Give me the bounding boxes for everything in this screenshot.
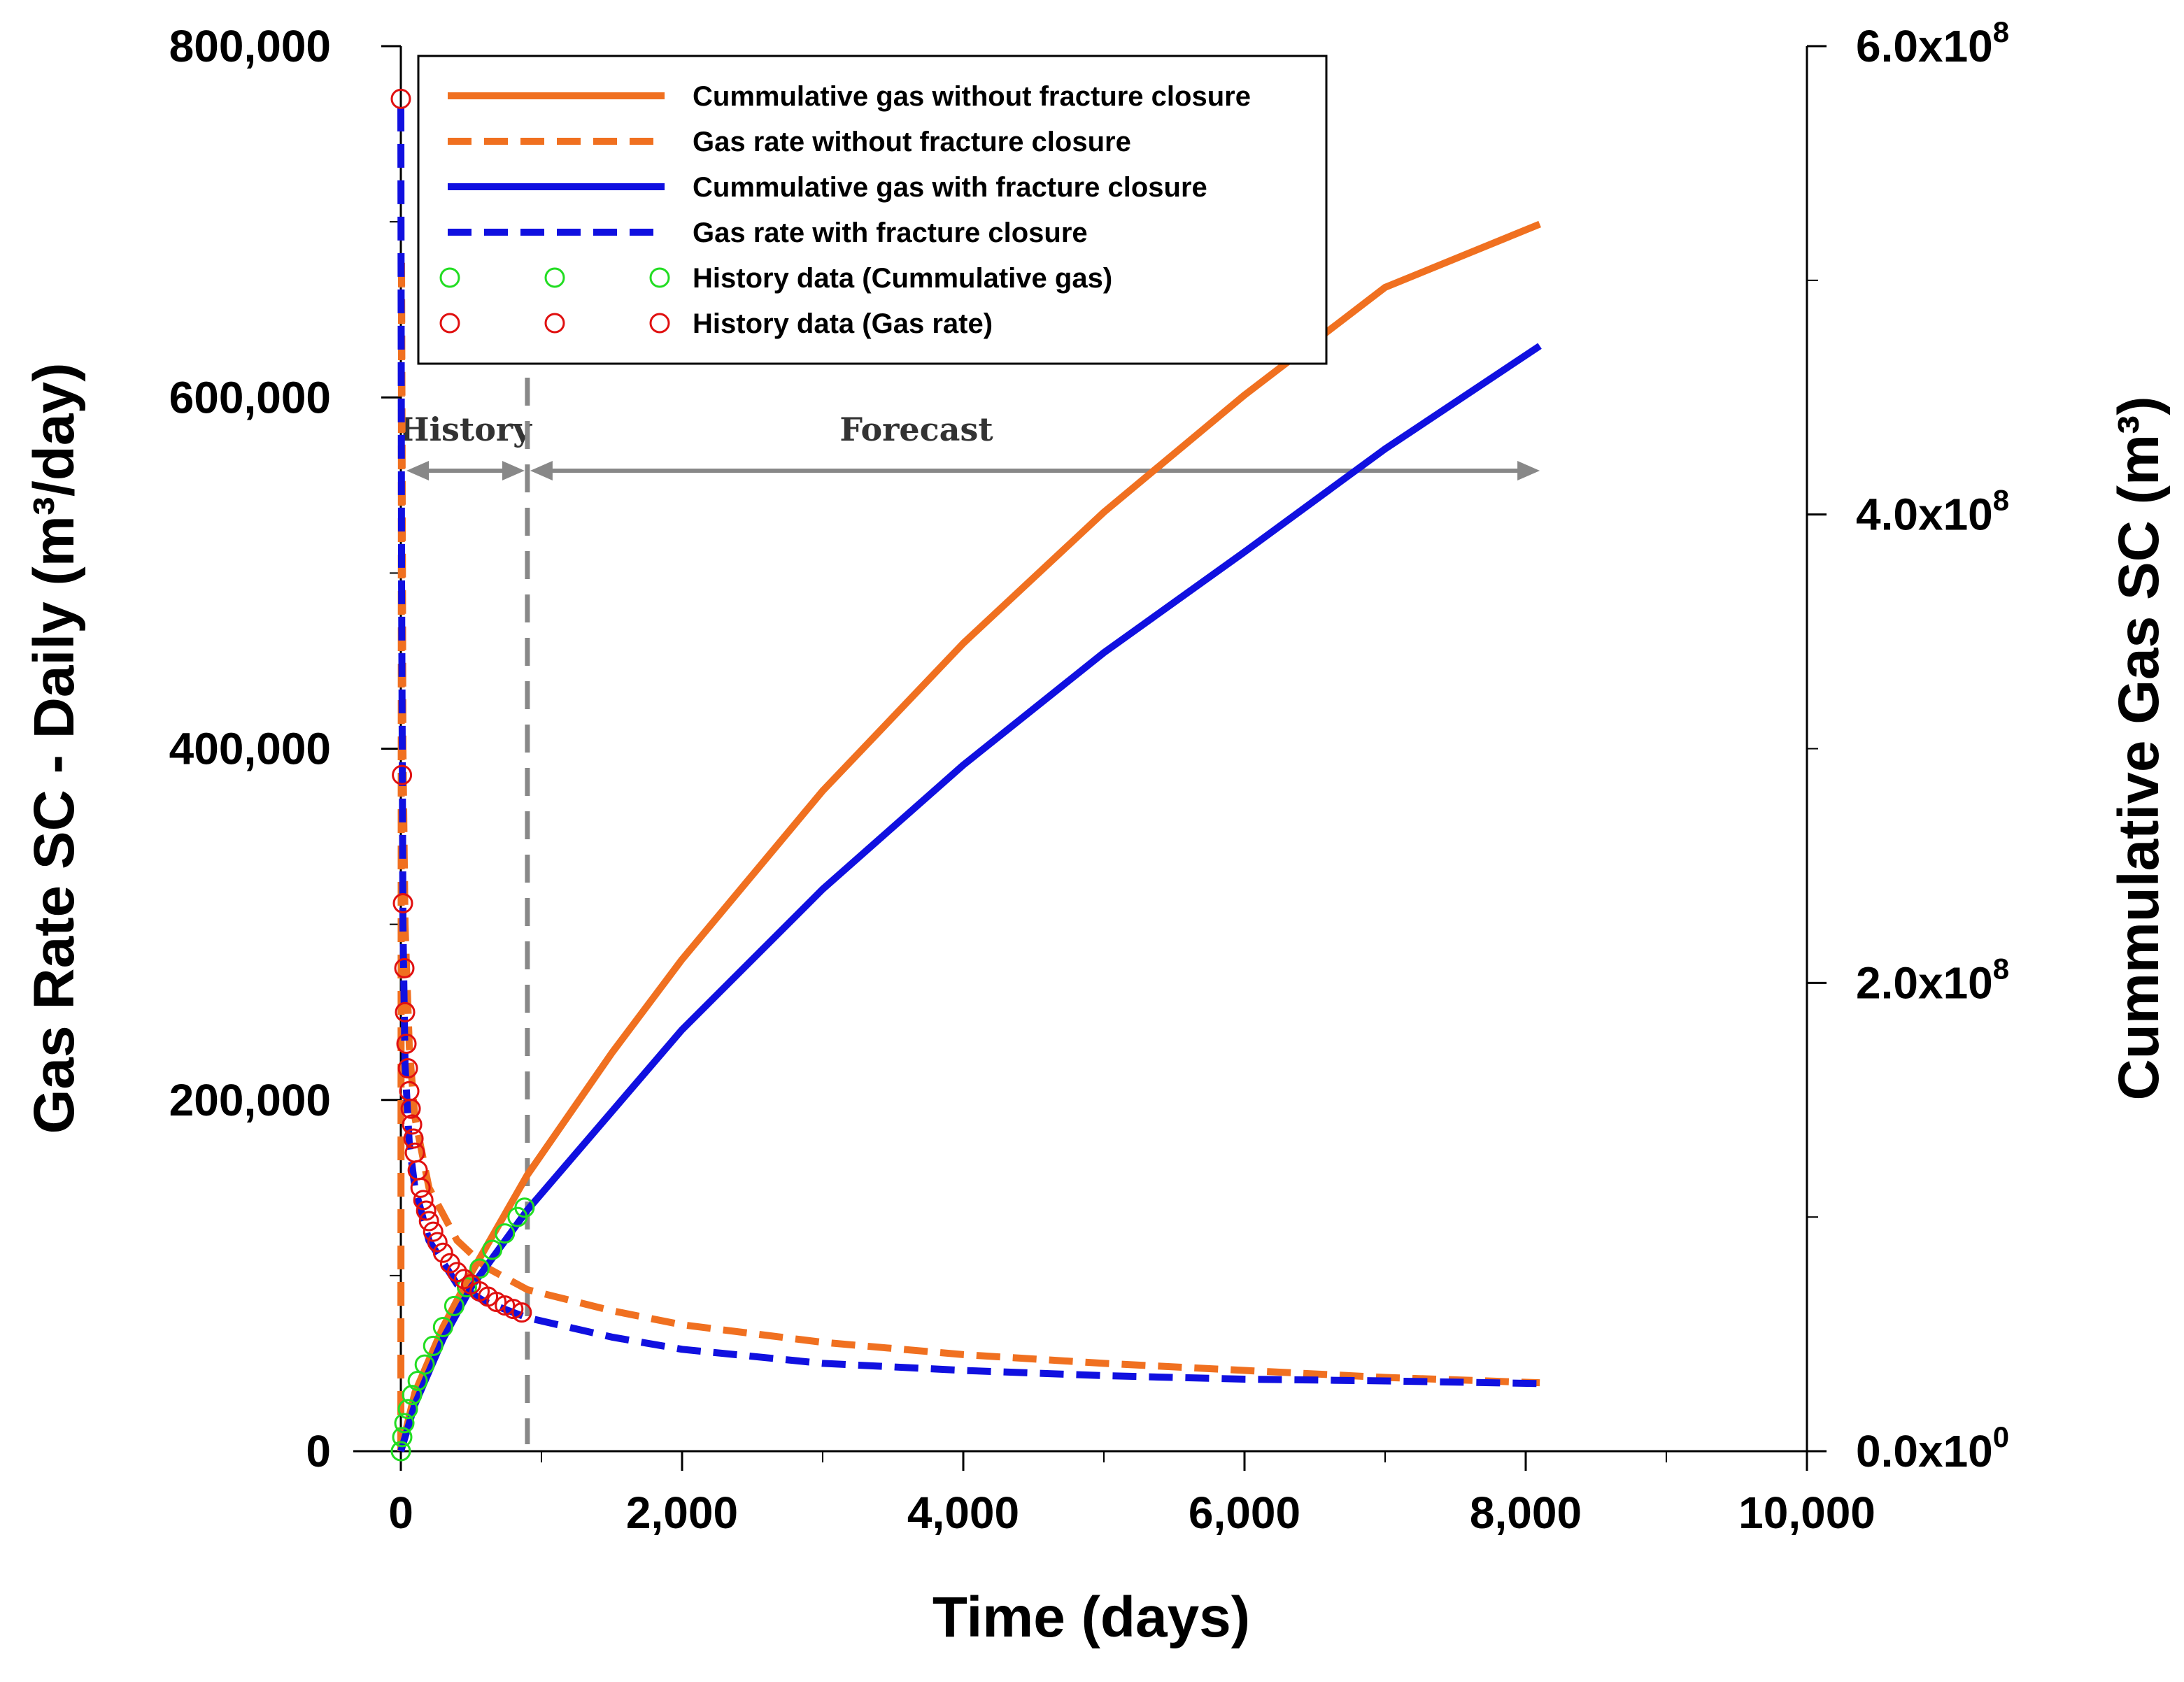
x-tick-label: 8,000 (1470, 1488, 1582, 1538)
history-data-cummulative-gas-point (390, 1441, 411, 1462)
legend-marker-history-data-gas-rate (439, 313, 460, 334)
legend-label-cummulative-gas-without-fracture-closure: Cummulative gas without fracture closure (693, 81, 1251, 112)
history-data-cummulative-gas-point (394, 1413, 415, 1434)
history-data-cummulative-gas-point (482, 1239, 503, 1260)
y-right-tick-label: 0.0x100 (1856, 1420, 2009, 1476)
legend-marker-history-data-gas-rate (649, 313, 670, 334)
legend-marker-history-data-gas-rate (544, 313, 565, 334)
history-data-gas-rate-point (427, 1232, 448, 1253)
legend: Cummulative gas without fracture closure… (417, 55, 1328, 365)
y-right-tick-label: 2.0x108 (1856, 952, 2009, 1008)
history-arrow-head-left (406, 461, 429, 480)
history-data-gas-rate-point (400, 1098, 421, 1119)
legend-marker-history-data-cummulative-gas (439, 267, 460, 288)
legend-label-history-data-gas-rate: History data (Gas rate) (693, 308, 993, 339)
history-data-gas-rate-point (395, 1002, 416, 1022)
y-right-tick-label: 6.0x108 (1856, 15, 2009, 71)
forecast-arrow-head-left (530, 461, 553, 480)
legend-box (417, 55, 1328, 365)
history-data-gas-rate-point (397, 1058, 418, 1079)
x-tick-label: 0 (388, 1488, 413, 1538)
x-tick-label: 10,000 (1738, 1488, 1875, 1538)
cummulative-gas-without-fracture-closure-line (397, 220, 1541, 1453)
history-data-cummulative-gas-point (423, 1335, 444, 1356)
legend-marker-history-data-cummulative-gas (544, 267, 565, 288)
x-axis-title: Time (days) (933, 1585, 1250, 1649)
legend-label-gas-rate-with-fracture-closure: Gas rate with fracture closure (693, 218, 1088, 248)
history-data-gas-rate-point (416, 1200, 437, 1221)
history-data-cummulative-gas-point (469, 1258, 490, 1279)
x-tick-label: 2,000 (626, 1488, 738, 1538)
legend-label-history-data-cummulative-gas: History data (Cummulative gas) (693, 263, 1112, 294)
series-layer (390, 88, 1542, 1462)
history-data-gas-rate-point (394, 957, 415, 978)
history-data-gas-rate-point (453, 1269, 474, 1290)
history-data-cummulative-gas-point (432, 1317, 453, 1338)
history-data-gas-rate-point (511, 1302, 532, 1323)
y-left-tick-label: 400,000 (169, 724, 331, 774)
legend-label-gas-rate-without-fracture-closure: Gas rate without fracture closure (693, 127, 1131, 157)
history-data-cummulative-gas-point (414, 1354, 435, 1375)
y-axis-title-right: Cummulative Gas SC (m³) (2107, 397, 2171, 1101)
history-data-gas-rate-point (402, 1114, 423, 1135)
history-data-gas-rate-point (432, 1242, 453, 1263)
history-data-cummulative-gas-point (444, 1295, 465, 1316)
history-data-gas-rate-point (418, 1211, 439, 1232)
history-data-cummulative-gas-point (402, 1385, 423, 1406)
y-left-tick-label: 600,000 (169, 372, 331, 422)
y-axis-title-left: Gas Rate SC - Daily (m³/day) (22, 363, 86, 1134)
history-data-gas-rate-point (390, 88, 411, 109)
legend-label-cummulative-gas-with-fracture-closure: Cummulative gas with fracture closure (693, 172, 1207, 203)
history-data-gas-rate-point (446, 1262, 467, 1283)
history-label: History (399, 411, 532, 448)
x-tick-label: 6,000 (1189, 1488, 1300, 1538)
history-data-gas-rate-point (410, 1177, 431, 1198)
y-right-tick-label: 4.0x108 (1856, 484, 2009, 540)
cummulative-gas-with-fracture-closure-line (397, 343, 1542, 1453)
forecast-label: Forecast (839, 411, 993, 448)
history-data-gas-rate-point (413, 1190, 434, 1211)
history-data-gas-rate-point (403, 1128, 424, 1149)
history-data-gas-rate-point (392, 764, 413, 785)
gas-rate-with-fracture-closure-line (397, 107, 1540, 1388)
history-data-cummulative-gas-point (514, 1197, 535, 1218)
history-data-cummulative-gas-point (495, 1223, 516, 1244)
history-data-gas-rate-point (396, 1033, 417, 1054)
forecast-arrow-head-right (1517, 461, 1540, 480)
phase-annotations: History Forecast (399, 378, 1540, 1444)
legend-marker-history-data-cummulative-gas (649, 267, 670, 288)
y-left-tick-label: 200,000 (169, 1075, 331, 1125)
history-data-gas-rate-point (423, 1221, 444, 1242)
history-data-cummulative-gas-point (392, 1427, 413, 1448)
x-tick-label: 4,000 (907, 1488, 1019, 1538)
y-left-tick-label: 0 (306, 1426, 331, 1476)
history-arrow-head-right (502, 461, 525, 480)
history-data-gas-rate-point (392, 892, 413, 913)
axis-ticks: 0 2,000 4,000 6,000 8,000 10,000 0 200,000 400,0… (169, 15, 2009, 1538)
history-data-cummulative-gas-point (397, 1399, 418, 1420)
y-left-tick-label: 800,000 (169, 21, 331, 71)
history-data-cummulative-gas-point (456, 1277, 477, 1298)
